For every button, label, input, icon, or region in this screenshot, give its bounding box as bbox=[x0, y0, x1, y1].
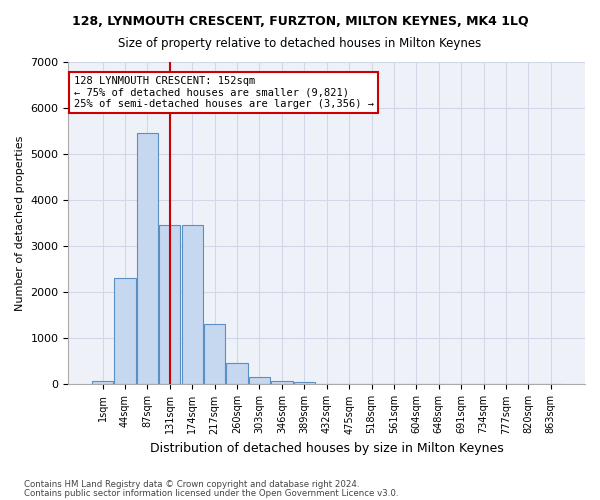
Bar bbox=[92, 381, 113, 384]
X-axis label: Distribution of detached houses by size in Milton Keynes: Distribution of detached houses by size … bbox=[150, 442, 503, 455]
Bar bbox=[182, 226, 203, 384]
Text: Size of property relative to detached houses in Milton Keynes: Size of property relative to detached ho… bbox=[118, 38, 482, 51]
Text: 128 LYNMOUTH CRESCENT: 152sqm
← 75% of detached houses are smaller (9,821)
25% o: 128 LYNMOUTH CRESCENT: 152sqm ← 75% of d… bbox=[74, 76, 374, 109]
Bar bbox=[293, 382, 315, 384]
Text: Contains public sector information licensed under the Open Government Licence v3: Contains public sector information licen… bbox=[24, 489, 398, 498]
Bar bbox=[204, 324, 225, 384]
Bar bbox=[226, 363, 248, 384]
Y-axis label: Number of detached properties: Number of detached properties bbox=[15, 136, 25, 310]
Bar bbox=[249, 378, 270, 384]
Bar bbox=[115, 278, 136, 384]
Bar bbox=[271, 381, 293, 384]
Bar bbox=[159, 226, 181, 384]
Bar bbox=[137, 133, 158, 384]
Text: 128, LYNMOUTH CRESCENT, FURZTON, MILTON KEYNES, MK4 1LQ: 128, LYNMOUTH CRESCENT, FURZTON, MILTON … bbox=[71, 15, 529, 28]
Text: Contains HM Land Registry data © Crown copyright and database right 2024.: Contains HM Land Registry data © Crown c… bbox=[24, 480, 359, 489]
